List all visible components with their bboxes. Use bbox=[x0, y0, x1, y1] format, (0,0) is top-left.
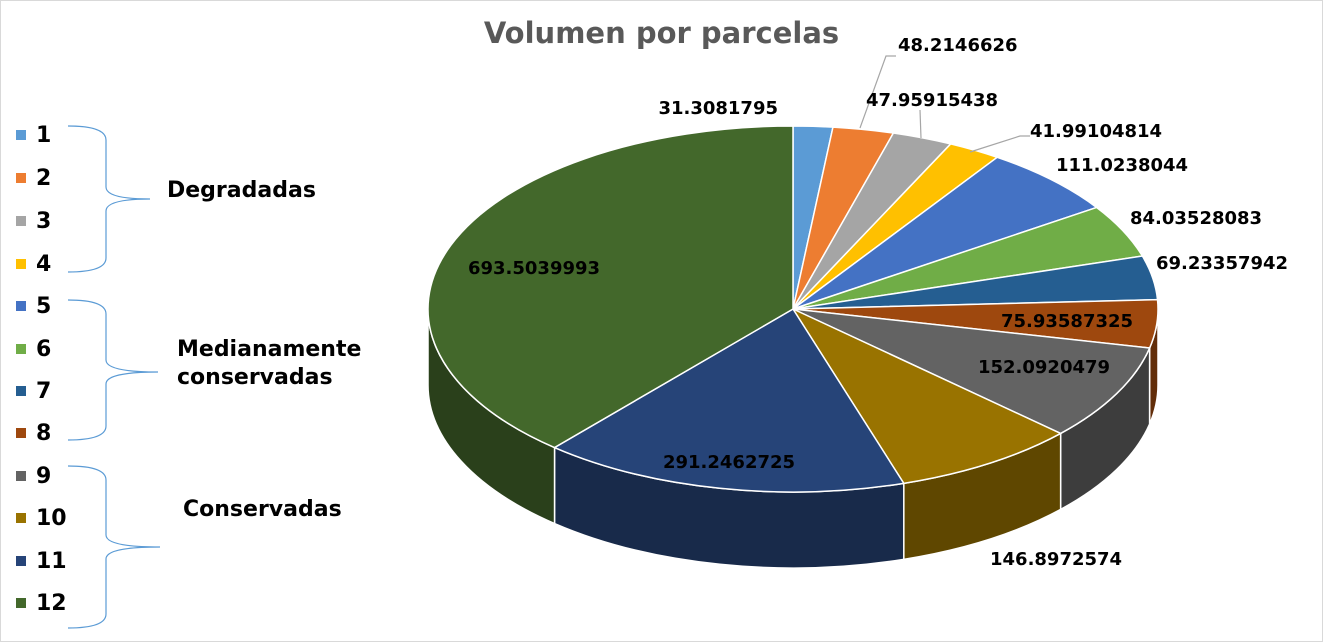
legend-item-11: 11 bbox=[16, 546, 67, 576]
legend-item-7: 7 bbox=[16, 376, 51, 406]
legend-swatch-5 bbox=[16, 301, 26, 311]
data-label-2: 48.2146626 bbox=[898, 35, 1018, 56]
legend-item-2: 2 bbox=[16, 163, 51, 193]
pie-top bbox=[427, 125, 1159, 493]
legend-label-4: 4 bbox=[36, 251, 52, 277]
legend-swatch-2 bbox=[16, 173, 26, 183]
legend-label-7: 7 bbox=[36, 378, 52, 404]
legend-swatch-4 bbox=[16, 259, 26, 269]
data-label-4: 41.99104814 bbox=[1030, 121, 1162, 142]
data-label-12: 693.5039993 bbox=[468, 258, 600, 279]
leader-line-2 bbox=[859, 55, 896, 129]
leader-line-3 bbox=[919, 109, 922, 139]
group-bracket-3 bbox=[67, 465, 161, 629]
pie-slice-9 bbox=[792, 308, 1151, 435]
legend-label-11: 11 bbox=[36, 548, 67, 574]
legend-swatch-11 bbox=[16, 556, 26, 566]
legend-item-1: 1 bbox=[16, 120, 51, 150]
legend-swatch-12 bbox=[16, 598, 26, 608]
legend-label-3: 3 bbox=[36, 208, 52, 234]
pie-slice-10 bbox=[790, 307, 1063, 485]
legend-label-9: 9 bbox=[36, 463, 52, 489]
legend-swatch-9 bbox=[16, 471, 26, 481]
data-label-11: 291.2462725 bbox=[663, 452, 795, 473]
pie-slice-12 bbox=[427, 125, 794, 449]
legend-label-1: 1 bbox=[36, 122, 52, 148]
chart-title: Volumen por parcelas bbox=[483, 16, 840, 50]
pie-slice-5 bbox=[792, 156, 1099, 310]
data-label-7: 69.23357942 bbox=[1156, 253, 1288, 274]
legend-label-10: 10 bbox=[36, 505, 67, 531]
pie-slice-11 bbox=[552, 307, 906, 493]
data-label-1: 31.3081795 bbox=[658, 98, 778, 119]
group-brackets bbox=[67, 125, 161, 629]
group-label-1: Degradadas bbox=[167, 178, 316, 203]
data-label-10: 146.8972574 bbox=[990, 549, 1122, 570]
data-labels: 31.3081795 48.2146626 47.95915438 41.991048… bbox=[468, 35, 1288, 570]
legend-label-12: 12 bbox=[36, 590, 67, 616]
legend-label-8: 8 bbox=[36, 420, 52, 446]
group-bracket-1 bbox=[67, 125, 151, 273]
data-label-3: 47.95915438 bbox=[866, 90, 998, 111]
legend-item-3: 3 bbox=[16, 206, 51, 236]
data-label-6: 84.03528083 bbox=[1130, 208, 1262, 229]
legend-item-6: 6 bbox=[16, 334, 51, 364]
data-label-9: 152.0920479 bbox=[978, 357, 1110, 378]
group-label-3: Conservadas bbox=[183, 497, 342, 522]
legend-item-8: 8 bbox=[16, 418, 51, 448]
group-bracket-2 bbox=[67, 299, 159, 441]
legend-swatch-3 bbox=[16, 216, 26, 226]
legend-label-5: 5 bbox=[36, 293, 52, 319]
legend-swatch-1 bbox=[16, 130, 26, 140]
legend-swatch-10 bbox=[16, 513, 26, 523]
data-label-8: 75.93587325 bbox=[1001, 311, 1133, 332]
legend-label-6: 6 bbox=[36, 336, 52, 362]
group-label-2: Medianamente conservadas bbox=[177, 337, 362, 390]
legend-swatch-6 bbox=[16, 344, 26, 354]
legend-item-5: 5 bbox=[16, 291, 51, 321]
legend-item-10: 10 bbox=[16, 503, 67, 533]
legend-item-9: 9 bbox=[16, 461, 51, 491]
legend-item-4: 4 bbox=[16, 249, 51, 279]
data-label-5: 111.0238044 bbox=[1056, 155, 1188, 176]
legend-item-12: 12 bbox=[16, 588, 67, 618]
legend-swatch-8 bbox=[16, 428, 26, 438]
leader-line-4 bbox=[969, 135, 1030, 153]
pie-side-walls bbox=[427, 308, 1159, 569]
legend-swatch-7 bbox=[16, 386, 26, 396]
legend-label-2: 2 bbox=[36, 165, 52, 191]
